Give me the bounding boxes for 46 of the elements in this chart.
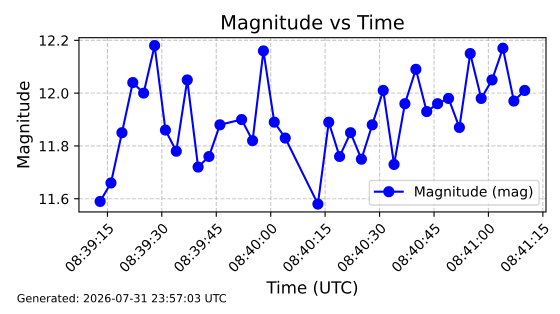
y-tick-label: 11.8: [40, 140, 68, 152]
point: [94, 196, 106, 207]
point: [116, 127, 128, 138]
point: [334, 150, 346, 162]
point: [236, 114, 248, 126]
point: [105, 177, 117, 188]
point: [366, 119, 378, 130]
point: [497, 42, 508, 54]
point: [247, 135, 258, 146]
point: [258, 45, 269, 56]
point: [454, 122, 465, 134]
point: [214, 119, 226, 130]
point: [345, 127, 356, 138]
point: [203, 150, 215, 162]
point: [192, 162, 204, 173]
point: [323, 116, 334, 128]
point: [508, 95, 520, 107]
point: [280, 132, 291, 144]
point: [388, 158, 400, 170]
point: [160, 124, 171, 136]
legend-label: Magnitude (mag): [415, 186, 532, 200]
point: [138, 88, 150, 99]
point: [486, 74, 498, 86]
x-axis-title: Time (UTC): [266, 280, 358, 296]
point: [464, 48, 476, 60]
y-tick-label: 12.2: [40, 35, 68, 46]
point: [378, 84, 389, 96]
point: [356, 154, 367, 165]
point: [442, 92, 454, 104]
point: [410, 64, 422, 75]
y-tick-label: 11.6: [40, 194, 68, 204]
point: [268, 116, 280, 128]
point: [182, 74, 193, 86]
point: [170, 146, 182, 157]
chart-title: Magnitude vs Time: [222, 14, 404, 34]
point: [399, 98, 410, 110]
text: Generated: 2026-07-31 23:57:03 UTC: [17, 294, 226, 302]
point: [476, 92, 487, 104]
point: [519, 84, 530, 96]
point: [421, 106, 432, 118]
y-tick-label: 12.0: [40, 88, 68, 99]
point: [432, 98, 444, 110]
y-axis-title: Magnitude: [16, 82, 33, 168]
point: [127, 77, 138, 88]
point: [312, 198, 324, 210]
point: [149, 40, 160, 52]
